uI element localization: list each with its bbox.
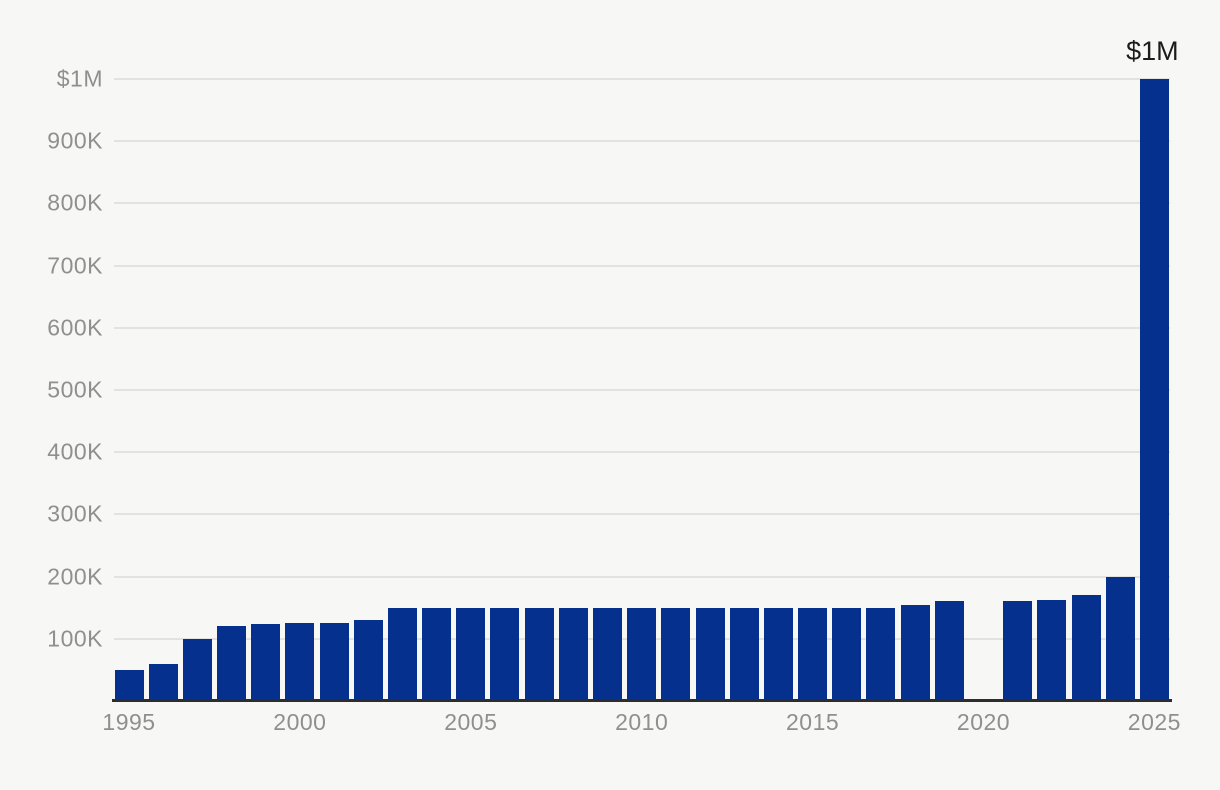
y-tick-label: $1M — [56, 65, 103, 92]
y-gridline — [114, 78, 1170, 80]
bar-2023 — [1072, 595, 1101, 702]
bar-2012 — [696, 607, 725, 702]
bar-2011 — [661, 607, 690, 702]
x-tick-label: 2010 — [615, 709, 669, 735]
bar-2014 — [764, 607, 793, 702]
bar-2017 — [866, 607, 895, 702]
bar-1999 — [251, 624, 280, 702]
y-gridline — [114, 264, 1170, 267]
x-tick-label: 2005 — [444, 709, 498, 735]
y-gridline — [114, 326, 1170, 329]
x-tick-label: 2000 — [273, 709, 327, 735]
bar-1995 — [115, 669, 144, 702]
bar-1997 — [183, 638, 212, 702]
x-tick-label: 2020 — [956, 709, 1011, 735]
y-gridline — [114, 575, 1170, 578]
bar-2002 — [354, 620, 383, 702]
y-tick-label: 100K — [47, 625, 103, 652]
bar-2001 — [320, 623, 349, 702]
x-tick-label: 2025 — [1127, 709, 1181, 735]
x-tick-label: 1995 — [102, 709, 156, 735]
y-tick-label: 900K — [47, 127, 103, 154]
y-gridline — [114, 513, 1170, 516]
y-gridline — [114, 451, 1170, 454]
y-tick-label: 200K — [47, 563, 103, 590]
bar-2008 — [559, 607, 588, 702]
y-gridline — [114, 202, 1170, 205]
y-tick-label: 600K — [47, 314, 103, 341]
y-gridline — [114, 140, 1170, 143]
bar-2004 — [422, 607, 451, 702]
bar-1996 — [149, 663, 178, 702]
bar-2013 — [730, 607, 759, 702]
bar-2005 — [456, 607, 485, 702]
bar-2007 — [525, 607, 554, 702]
bar-2009 — [593, 607, 622, 702]
bar-2000 — [285, 623, 314, 702]
bar-2022 — [1037, 600, 1066, 702]
bar-2021 — [1003, 601, 1032, 702]
bar-2016 — [832, 607, 861, 702]
bar-2025 — [1140, 79, 1169, 702]
x-tick-label: 2015 — [786, 709, 840, 735]
y-tick-label: 400K — [47, 438, 103, 465]
y-tick-label: 500K — [47, 376, 103, 403]
bar-2024 — [1106, 576, 1135, 702]
y-gridline — [114, 389, 1170, 391]
bar-2003 — [388, 607, 417, 702]
bar-2006 — [490, 607, 519, 702]
bar-2018 — [901, 604, 930, 702]
bar-2015 — [798, 607, 827, 702]
y-tick-label: 300K — [47, 500, 103, 527]
y-tick-label: 800K — [47, 189, 103, 216]
bar-2010 — [627, 607, 656, 702]
bar-1998 — [217, 626, 246, 702]
y-tick-label: 700K — [47, 252, 103, 279]
value-annotation: $1M — [1126, 36, 1179, 66]
bar-2019 — [935, 601, 964, 702]
x-axis-line — [112, 699, 1172, 702]
